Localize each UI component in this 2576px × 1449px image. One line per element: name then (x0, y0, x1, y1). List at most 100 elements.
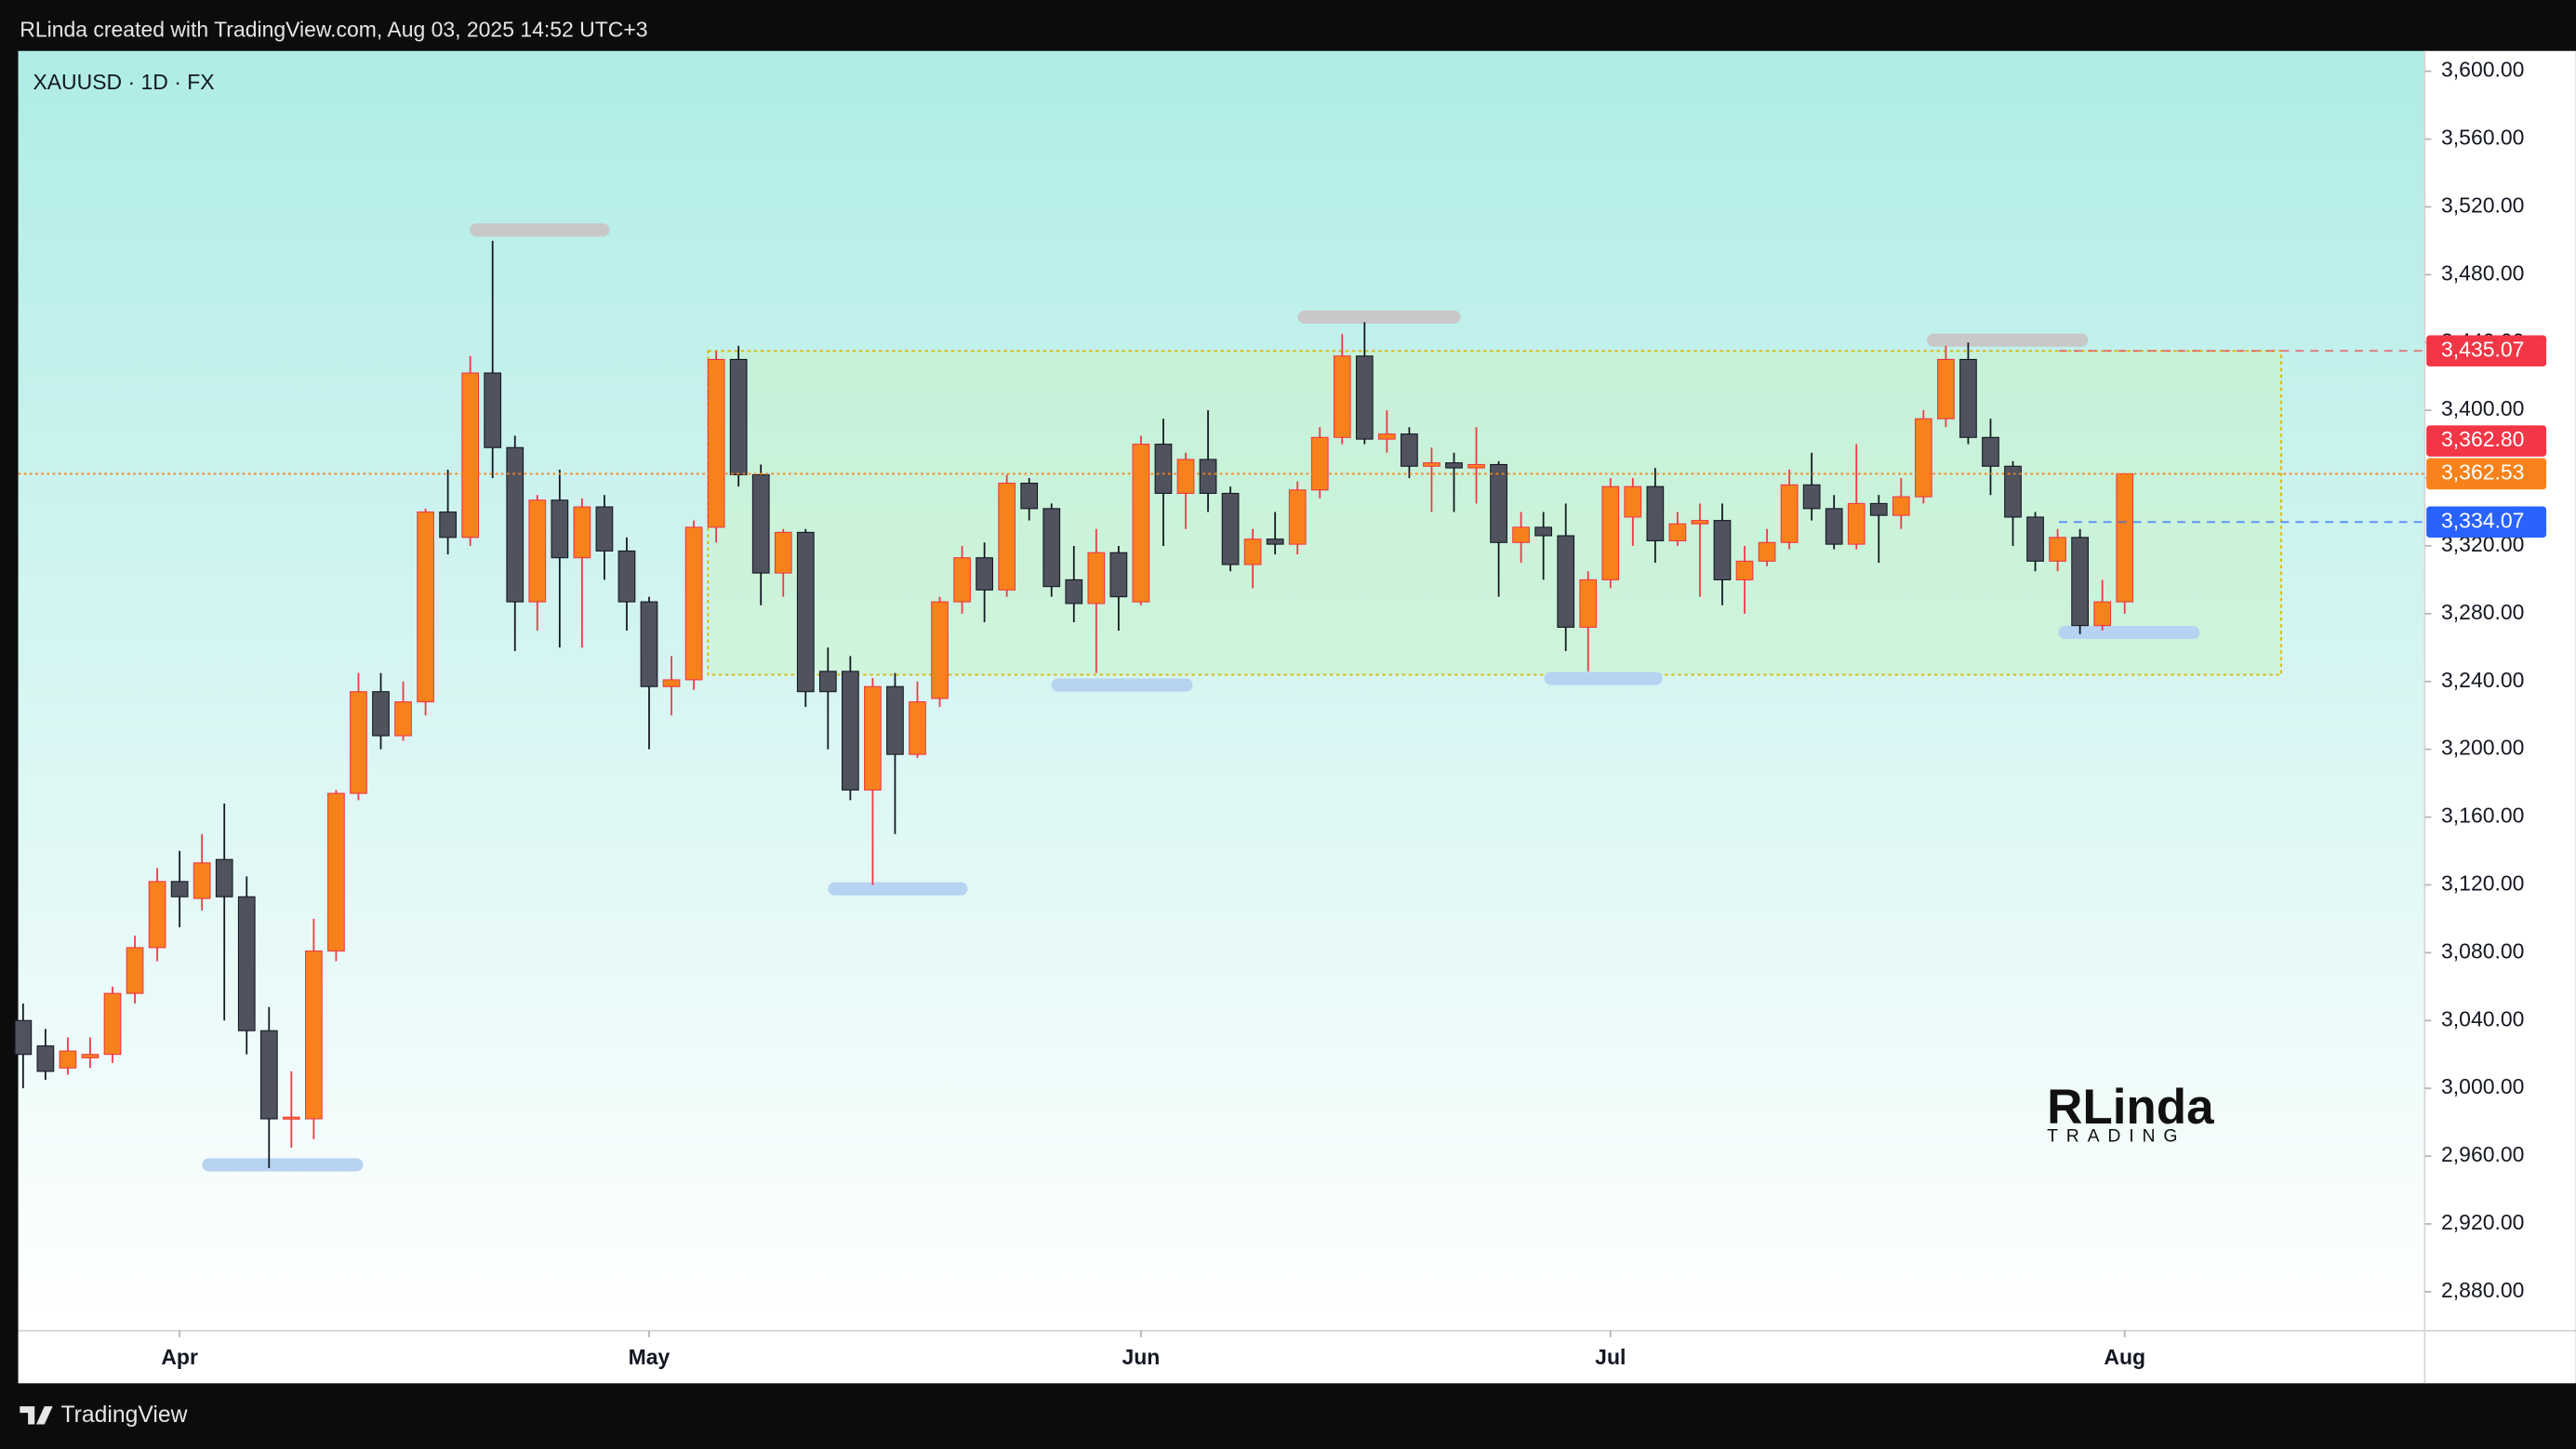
high-highlight (470, 223, 610, 237)
candle-body (1982, 436, 1999, 467)
candle-body (1423, 462, 1441, 467)
candle-body (818, 671, 837, 693)
candle-body (237, 896, 256, 1031)
candle-body (2049, 537, 2066, 562)
candle-body (684, 526, 703, 681)
candle-body (1914, 418, 1932, 498)
footer: TradingView (20, 1402, 188, 1428)
candle-body (2004, 465, 2022, 518)
candle-body (1601, 485, 1620, 580)
candle-body (1377, 433, 1396, 440)
symbol-title: XAUUSD · 1D · FX (33, 70, 214, 94)
candle-body (126, 947, 144, 994)
candle-body (1713, 520, 1732, 580)
x-tick-label: Jun (1122, 1345, 1160, 1369)
candle-layer (14, 240, 2425, 1168)
candle-body (1780, 484, 1799, 543)
candle-body (1355, 355, 1374, 440)
candle-body (1802, 484, 1821, 510)
price-label-box (2426, 458, 2547, 490)
candle-body (842, 671, 859, 791)
candle-body (1310, 436, 1329, 491)
candle-body (2026, 516, 2044, 562)
level-highlights (202, 223, 2200, 1172)
candle-body (1065, 578, 1083, 605)
candle-body (662, 679, 681, 687)
candle-body (193, 862, 211, 899)
candle-body (796, 531, 815, 693)
price-label-box (2426, 506, 2547, 538)
price-label: 3,334.07 (2441, 508, 2524, 532)
candle-body (506, 446, 524, 603)
candle-body (14, 1019, 33, 1056)
y-tick-label: 3,080.00 (2441, 938, 2524, 963)
candle-body (551, 499, 569, 559)
y-tick-label: 3,520.00 (2441, 193, 2524, 218)
candle-body (1825, 508, 1843, 545)
y-tick-label: 2,920.00 (2441, 1210, 2524, 1234)
candle-body (1154, 444, 1173, 494)
candle-body (394, 701, 412, 737)
candle-body (170, 881, 189, 897)
candle-body (909, 701, 926, 755)
x-tick-label: Jul (1595, 1345, 1626, 1369)
brand-logo (20, 1406, 53, 1425)
y-tick-label: 3,160.00 (2441, 804, 2524, 828)
candle-body (305, 950, 323, 1120)
candle-body (1691, 520, 1709, 525)
candle-body (1892, 496, 1910, 516)
candle-body (439, 511, 457, 538)
candle-body (707, 358, 725, 528)
watermark-name: RLinda (2047, 1080, 2214, 1135)
candle-body (774, 531, 792, 574)
y-tick-label: 3,040.00 (2441, 1006, 2524, 1030)
candle-body (1937, 358, 1955, 419)
low-highlight (1051, 678, 1193, 692)
watermark: RLinda TRADING (2047, 1080, 2214, 1146)
candle-body (1042, 508, 1061, 588)
candle-body (1534, 526, 1553, 537)
brand: TradingView (60, 1402, 187, 1428)
y-tick-label: 2,960.00 (2441, 1142, 2524, 1166)
candle-body (59, 1050, 77, 1069)
candle-body (1758, 541, 1776, 562)
price-label: 3,362.53 (2441, 460, 2524, 485)
candle-body (595, 506, 614, 552)
candle-body (953, 557, 971, 603)
candle-body (1512, 526, 1530, 543)
low-highlight (2058, 626, 2200, 640)
candle-body (36, 1045, 55, 1072)
y-tick-label: 3,200.00 (2441, 736, 2524, 760)
y-tick-label: 3,120.00 (2441, 871, 2524, 896)
candle-body (1288, 489, 1307, 545)
candle-body (1401, 433, 1418, 467)
x-tick-label: May (629, 1345, 671, 1369)
candle-body (931, 601, 949, 699)
y-tick-label: 3,400.00 (2441, 396, 2524, 420)
y-tick-label: 3,280.00 (2441, 600, 2524, 624)
candle-body (282, 1116, 300, 1120)
candle-body (350, 691, 367, 794)
price-label: 3,362.80 (2441, 427, 2524, 451)
y-tick-label: 3,000.00 (2441, 1074, 2524, 1098)
candle-body (751, 473, 770, 574)
candle-body (640, 601, 658, 687)
low-highlight (202, 1158, 364, 1172)
candle-body (327, 792, 345, 952)
y-tick-label: 2,880.00 (2441, 1278, 2524, 1302)
low-highlight (1544, 671, 1663, 685)
candle-body (1221, 492, 1240, 565)
candle-body (528, 499, 547, 603)
candle-body (1020, 482, 1039, 510)
candle-body (886, 685, 904, 755)
candle-body (573, 506, 591, 559)
price-label-box (2426, 335, 2547, 367)
candle-body (998, 482, 1016, 591)
price-axis (2424, 50, 2576, 1384)
candle-body (1869, 502, 1888, 516)
candle-body (1176, 459, 1195, 494)
candle-body (1132, 444, 1150, 603)
candle-body (1490, 463, 1507, 543)
